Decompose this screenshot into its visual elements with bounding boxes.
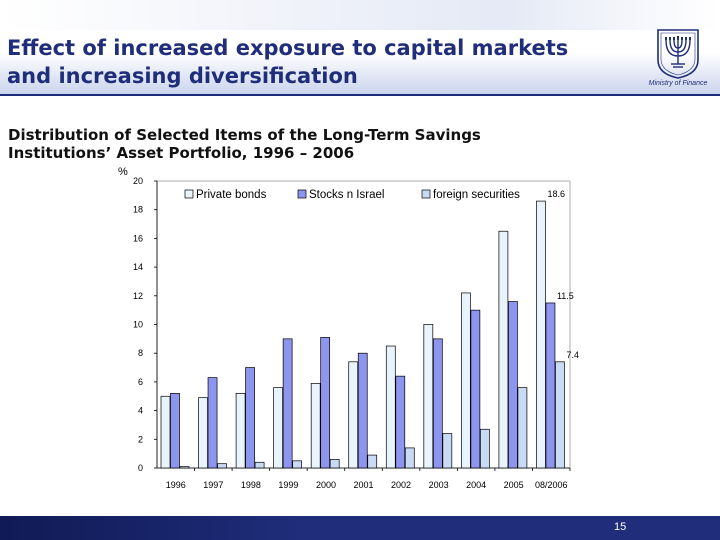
bar-foreign-securities [329, 459, 340, 469]
bar-stocks-israel [207, 377, 218, 469]
bar-private-bonds [198, 397, 208, 469]
legend-label: Private bonds [196, 189, 267, 201]
chart-subtitle-line-2: Institutions’ Asset Portfolio, 1996 – 20… [8, 144, 355, 162]
bar-private-bonds [385, 345, 396, 469]
y-tick-label: 16 [133, 233, 143, 243]
bar-stocks-israel [320, 337, 331, 469]
y-tick-label: 2 [138, 434, 143, 444]
bar-foreign-securities [292, 460, 302, 469]
x-tick-label: 2000 [316, 480, 336, 490]
bar-foreign-securities [254, 461, 265, 469]
x-tick-label: 1996 [166, 480, 186, 490]
legend-swatch [184, 189, 194, 199]
y-tick-label: 0 [138, 463, 143, 473]
data-label: 18.6 [547, 189, 565, 199]
header-rule [0, 94, 720, 96]
bar-private-bonds [423, 324, 434, 469]
chart-subtitle-line-1: Distribution of Selected Items of the Lo… [8, 126, 481, 144]
bar-private-bonds [498, 230, 509, 469]
legend-label: foreign securities [433, 189, 520, 201]
bar-foreign-securities [404, 447, 415, 469]
bar-foreign-securities [517, 387, 528, 469]
x-tick-label: 2005 [504, 480, 524, 490]
bar-foreign-securities [367, 454, 378, 469]
bar-stocks-israel [395, 375, 406, 469]
logo-caption: Ministry of Finance [648, 80, 708, 87]
bar-stocks-israel [170, 393, 180, 469]
x-tick-label: 2002 [391, 480, 411, 490]
header-band [0, 0, 720, 30]
bar-private-bonds [461, 292, 471, 469]
bar-foreign-securities [217, 463, 227, 469]
page-number: 15 [614, 521, 627, 533]
y-tick-label: 12 [133, 291, 143, 301]
bar-stocks-israel [470, 309, 481, 469]
legend-label: Stocks n Israel [309, 189, 384, 201]
chart-subtitle: Distribution of Selected Items of the Lo… [8, 126, 608, 162]
slide-header [0, 0, 720, 96]
bar-foreign-securities [555, 361, 565, 469]
bar-private-bonds [160, 395, 171, 469]
bar-stocks-israel [357, 352, 368, 469]
data-label: 11.5 [557, 291, 574, 301]
legend-swatch [297, 189, 307, 199]
bar-private-bonds [235, 393, 246, 469]
menorah-emblem-icon [657, 29, 699, 79]
data-label: 7.4 [566, 350, 579, 360]
bar-private-bonds [310, 382, 321, 469]
x-tick-label: 1997 [203, 480, 223, 490]
x-tick-label: 08/2006 [535, 480, 568, 490]
bar-stocks-israel [245, 367, 255, 469]
slide-title-line-1: Effect of increased exposure to capital … [7, 36, 569, 60]
bar-stocks-israel [508, 301, 518, 469]
y-tick-label: 6 [138, 377, 143, 387]
slide-title: Effect of increased exposure to capital … [7, 34, 647, 90]
x-tick-label: 2004 [466, 480, 486, 490]
y-tick-label: 20 [133, 176, 143, 186]
chart-legend: Private bonds Stocks n Israel foreign secu… [184, 189, 520, 201]
bar-stocks-israel [545, 302, 556, 469]
bar-foreign-securities [179, 466, 190, 469]
legend-swatch [421, 189, 431, 199]
x-tick-label: 2001 [353, 480, 373, 490]
x-tick-label: 2003 [429, 480, 449, 490]
bar-stocks-israel [432, 338, 443, 469]
footer-shade [0, 516, 300, 540]
y-tick-label: 10 [133, 320, 143, 330]
bar-private-bonds [273, 387, 283, 469]
y-tick-label: 14 [133, 262, 143, 272]
y-tick-label: 18 [133, 205, 143, 215]
x-tick-label: 1999 [278, 480, 298, 490]
slide-title-line-2: and increasing diversification [7, 64, 358, 88]
y-tick-label: 8 [138, 348, 143, 358]
bar-private-bonds [536, 200, 546, 469]
slide-footer: 15 [0, 516, 720, 540]
bar-foreign-securities [480, 428, 490, 469]
x-tick-label: 1998 [241, 480, 261, 490]
y-axis-unit: % [118, 166, 128, 178]
y-tick-label: 4 [138, 406, 143, 416]
bar-foreign-securities [442, 433, 453, 469]
bar-stocks-israel [282, 338, 293, 469]
bar-private-bonds [348, 361, 359, 469]
